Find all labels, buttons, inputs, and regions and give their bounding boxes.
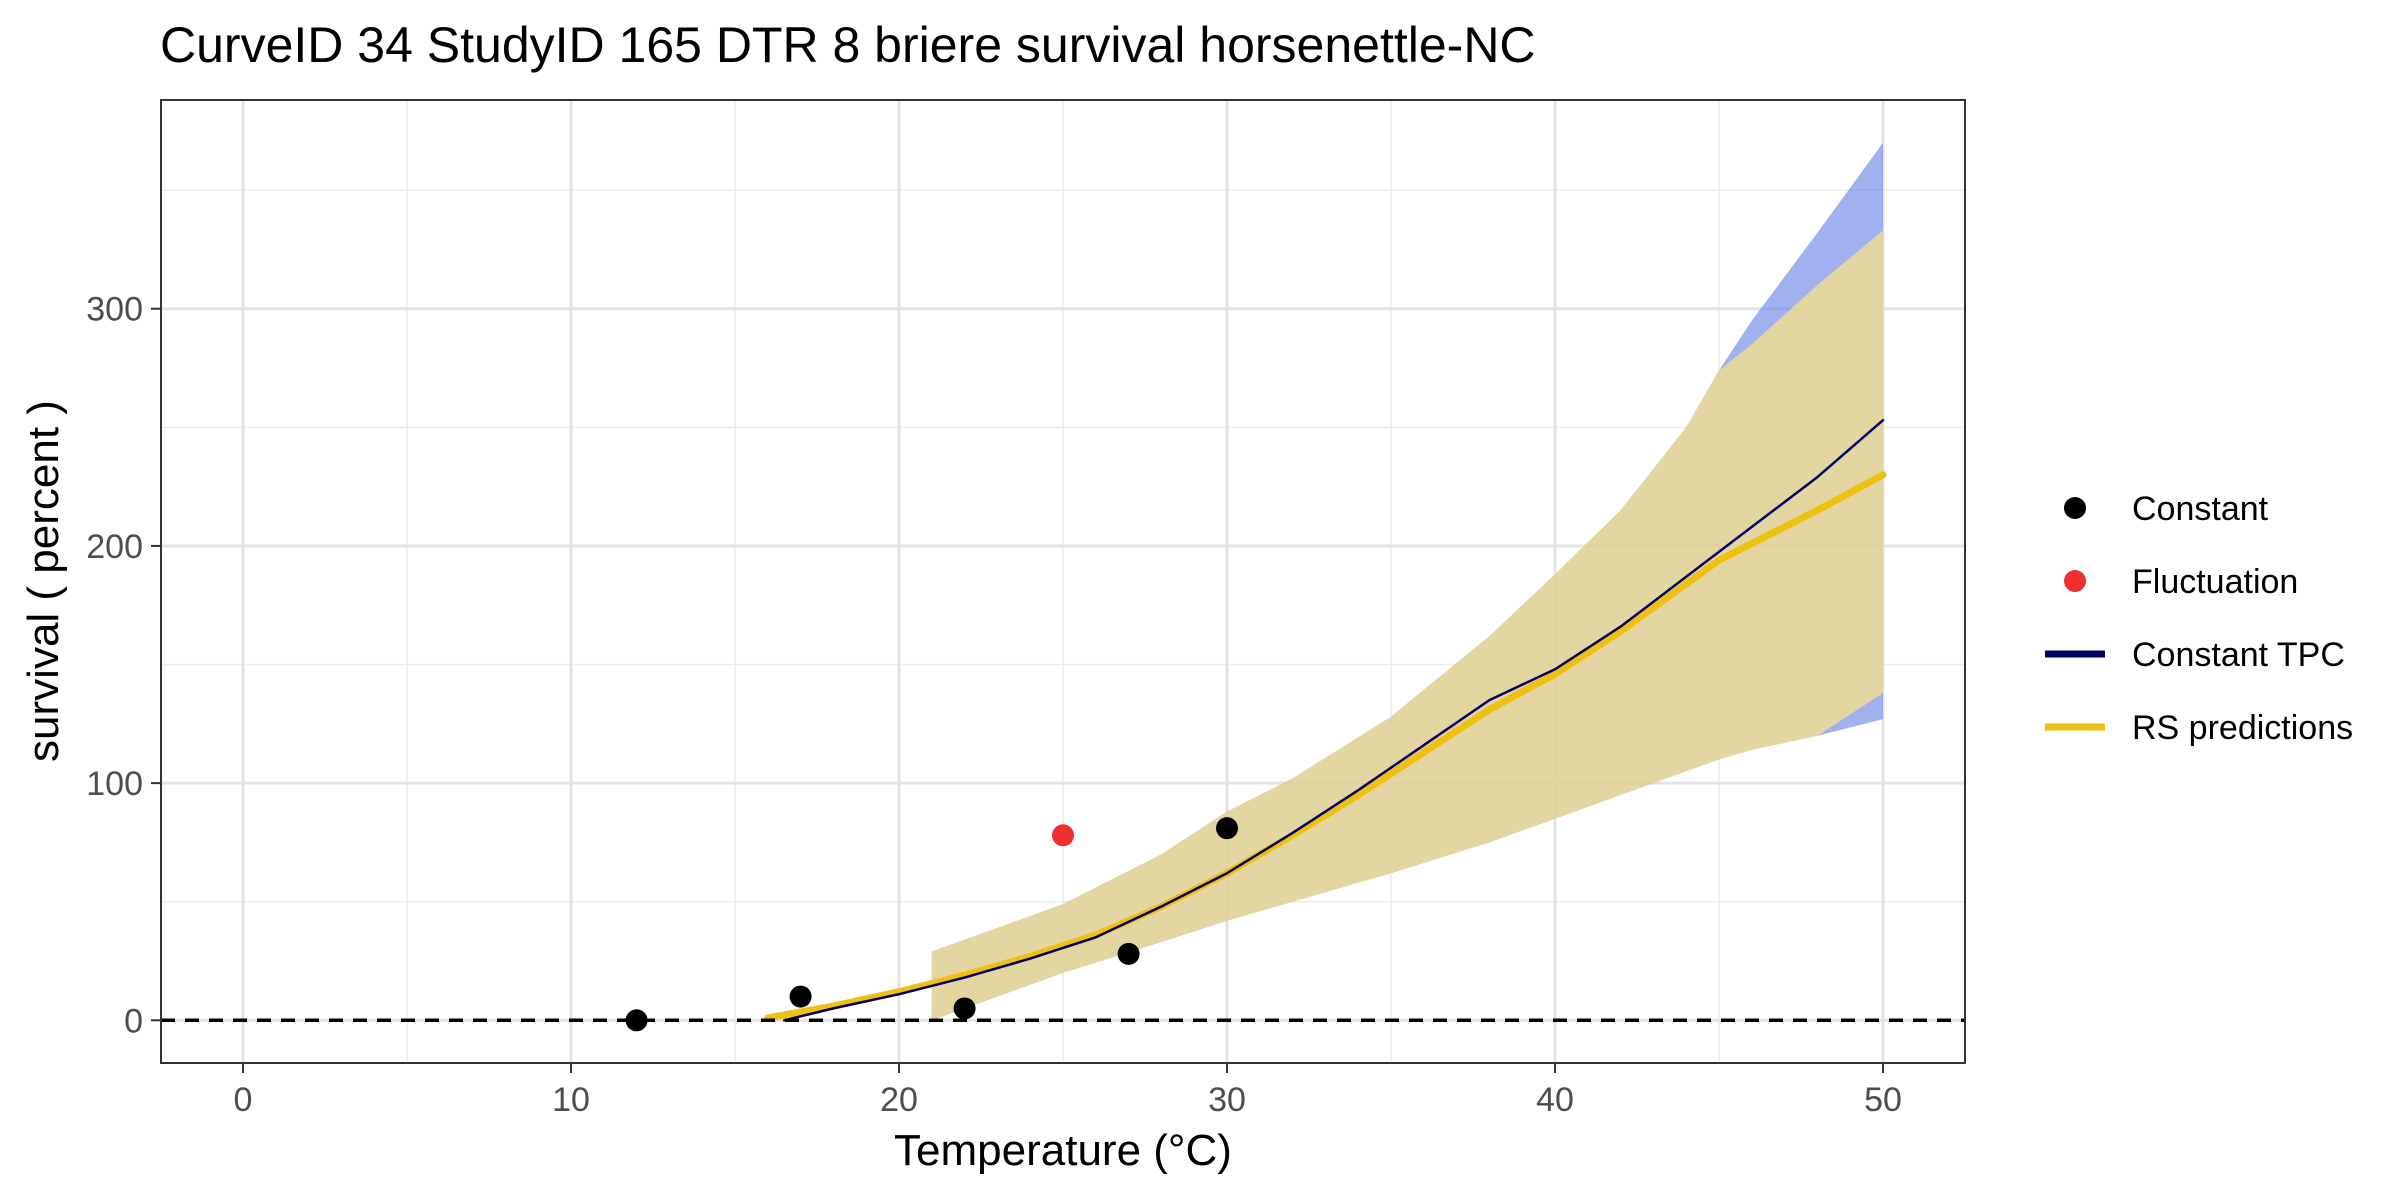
axis-ticks: 0 10 20 30 40 50 0 100 200 300: [86, 291, 1902, 1119]
legend-label: Constant TPC: [2132, 636, 2345, 674]
constant-point: [625, 1009, 648, 1032]
y-tick-label: 200: [86, 528, 143, 566]
x-tick-label: 0: [234, 1081, 253, 1119]
x-axis-title: Temperature (°C): [894, 1126, 1232, 1175]
legend: Constant Fluctuation Constant TPC RS predic…: [2045, 490, 2353, 747]
rs-predictions-line: [764, 471, 1887, 1022]
x-tick-label: 50: [1864, 1081, 1902, 1119]
y-tick-label: 300: [86, 291, 143, 329]
y-tick-label: 100: [86, 765, 143, 803]
x-tick-label: 30: [1208, 1081, 1246, 1119]
constant-point: [1117, 942, 1140, 965]
plot-border: [160, 99, 1966, 1064]
rs-predictions-confidence-band: [931, 230, 1883, 1021]
legend-label: RS predictions: [2132, 709, 2353, 747]
constant-point: [953, 997, 976, 1020]
y-axis-title: survival ( percent ): [19, 400, 68, 762]
legend-label: Fluctuation: [2132, 563, 2298, 601]
legend-label: Constant: [2132, 490, 2269, 528]
constant-point: [789, 985, 812, 1008]
curves: [764, 418, 1887, 1022]
constant-tpc-line: [782, 418, 1885, 1022]
x-tick-label: 10: [552, 1081, 590, 1119]
y-tick-label: 0: [124, 1002, 143, 1040]
x-tick-label: 40: [1536, 1081, 1574, 1119]
x-tick-label: 20: [880, 1081, 918, 1119]
legend-key-point: [2064, 497, 2086, 519]
data-points: [625, 817, 1238, 1032]
constant-point: [1216, 817, 1238, 840]
fluctuation-point: [1052, 824, 1074, 847]
chart-title: CurveID 34 StudyID 165 DTR 8 briere surv…: [160, 17, 1536, 73]
legend-key-point: [2064, 570, 2086, 592]
